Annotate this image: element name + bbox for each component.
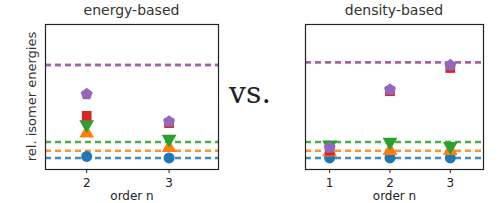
html-text:density-based: density-based bbox=[344, 2, 444, 18]
svg-text:order n: order n bbox=[110, 189, 153, 203]
html-text:energy-based: energy-based bbox=[83, 2, 180, 18]
svg-text:3: 3 bbox=[165, 176, 173, 190]
svg-text:2: 2 bbox=[386, 176, 394, 190]
html-text:rel. isomer energies: rel. isomer energies bbox=[23, 31, 39, 162]
svg-text:1: 1 bbox=[326, 176, 334, 190]
svg-text:3: 3 bbox=[446, 176, 454, 190]
svg-text:2: 2 bbox=[83, 176, 91, 190]
svg-text:order n: order n bbox=[373, 189, 416, 203]
html-text:vs.: vs. bbox=[229, 75, 271, 110]
